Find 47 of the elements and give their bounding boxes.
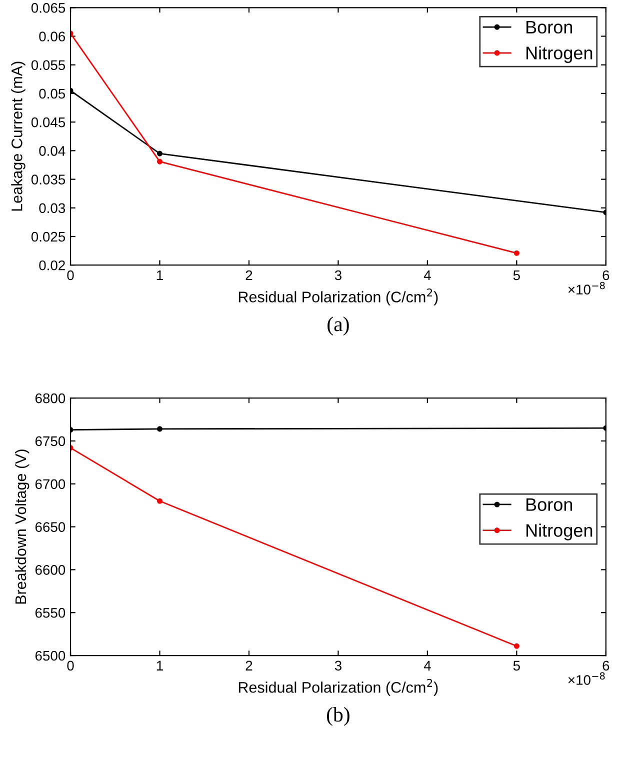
point	[156, 158, 163, 164]
text: ×10$^{−8}$	[568, 282, 605, 295]
point	[156, 498, 163, 504]
y-tick-label: 0.05	[39, 88, 66, 99]
point	[514, 250, 520, 256]
y-tick-label: 0.065	[31, 2, 66, 13]
y-tick-label: 6650	[35, 522, 66, 532]
x-tick-label: 3	[334, 270, 342, 280]
y-tick-label: 6500	[35, 650, 66, 661]
x-tick-label: 1	[156, 270, 163, 280]
y-tick-label: 0.06	[39, 32, 66, 42]
x-tick-label: 1	[156, 660, 163, 670]
y-tick-label: 0.055	[31, 60, 66, 70]
y-tick-label: 6700	[35, 479, 66, 490]
x-tick-label: 2	[246, 270, 252, 280]
x-tick-label: 5	[513, 660, 520, 671]
x-tick-label: 5	[513, 270, 520, 280]
y-tick-label: 6800	[35, 393, 66, 404]
x-axis-title: Residual Polarization (C/cm$^{2}$)	[238, 678, 438, 696]
y-tick-label: 6750	[35, 436, 66, 446]
legend-label: Boron	[526, 498, 572, 511]
y-axis-title: Breakdown Voltage (V)	[14, 450, 30, 604]
x-tick-label: 6	[602, 660, 610, 671]
y-tick-label: 6550	[35, 608, 66, 618]
x-tick-label: 0	[67, 270, 74, 280]
y-tick-label: 0.04	[39, 146, 66, 156]
x-tick-label: 3	[334, 660, 342, 671]
y-tick-label: 0.025	[31, 232, 66, 242]
y-tick-label: 0.02	[39, 260, 65, 270]
y-tick-label: 0.035	[31, 174, 66, 184]
x-tick-label: 0	[67, 660, 74, 671]
y-tick-label: 0.045	[31, 117, 66, 128]
legend-label: Nitrogen	[526, 46, 592, 63]
x-tick-label: 4	[424, 660, 431, 670]
point	[514, 643, 520, 649]
x-tick-label: 6	[602, 270, 610, 280]
x-tick-label: 2	[246, 660, 252, 670]
text: (a)	[328, 316, 349, 336]
y-axis-title: Leakage Current (mA)	[11, 62, 26, 211]
y-tick-label: 0.03	[39, 203, 66, 214]
legend-label: Nitrogen	[526, 524, 592, 540]
legend-label: Boron	[526, 20, 572, 34]
y-tick-label: 6600	[35, 565, 66, 575]
x-axis-title: Residual Polarization (C/cm$^{2}$)	[238, 288, 438, 306]
text: ×10$^{−8}$	[568, 672, 605, 685]
text: (b)	[326, 707, 350, 726]
x-tick-label: 4	[424, 270, 431, 280]
